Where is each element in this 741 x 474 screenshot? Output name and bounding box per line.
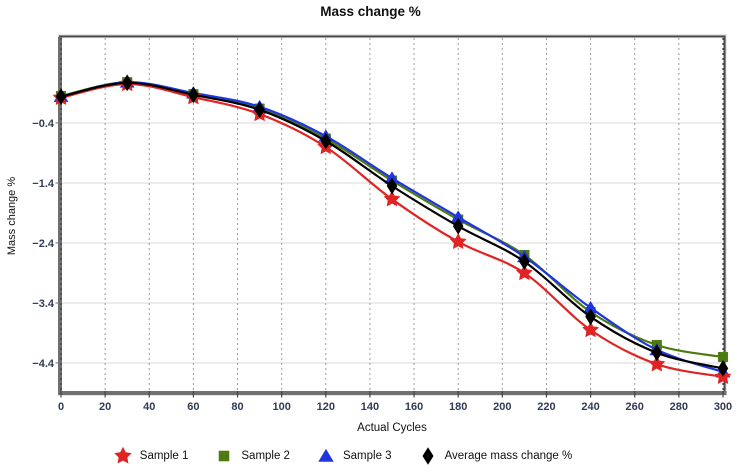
series-average-mass-change-markers [55, 74, 729, 377]
svg-text:200: 200 [493, 401, 511, 413]
svg-text:220: 220 [537, 401, 555, 413]
series-sample-1 [52, 75, 732, 385]
legend: Sample 1 Sample 2 Sample 3 Average mass cha… [0, 444, 713, 468]
star-icon [113, 446, 133, 466]
svg-text:−0.4: −0.4 [32, 118, 55, 130]
x-axis-title: Actual Cycles [357, 422, 427, 434]
legend-label: Average mass change % [444, 450, 573, 462]
square-icon [214, 446, 234, 466]
svg-text:60: 60 [187, 401, 199, 413]
svg-text:−3.4: −3.4 [32, 298, 55, 310]
svg-text:100: 100 [272, 401, 290, 413]
svg-text:280: 280 [670, 401, 688, 413]
plot-frame [59, 35, 726, 395]
svg-text:0: 0 [58, 401, 64, 413]
legend-item-sample-1: Sample 1 [113, 446, 189, 466]
svg-text:120: 120 [317, 401, 335, 413]
y-tick-labels: −0.4 −1.4 −2.4 −3.4 −4.4 [32, 118, 61, 370]
triangle-icon [316, 446, 336, 466]
svg-text:240: 240 [581, 401, 599, 413]
legend-label: Sample 2 [241, 450, 290, 462]
svg-text:260: 260 [626, 401, 644, 413]
svg-text:−4.4: −4.4 [32, 358, 55, 370]
legend-item-sample-2: Sample 2 [214, 446, 290, 466]
series-sample-1-markers [52, 75, 732, 385]
y-axis-title: Mass change % [6, 176, 18, 256]
svg-text:−1.4: −1.4 [32, 178, 55, 190]
legend-item-average-mass-change: Average mass change % [418, 446, 573, 466]
svg-text:−2.4: −2.4 [32, 238, 55, 250]
svg-text:300: 300 [714, 401, 732, 413]
legend-label: Sample 3 [342, 450, 392, 462]
svg-text:180: 180 [449, 401, 467, 413]
series-average-mass-change [55, 74, 729, 377]
x-tick-labels: 0 20 40 60 80 100 120 140 160 180 200 220 240 260 280 3… [58, 391, 732, 413]
svg-text:40: 40 [143, 401, 155, 413]
legend-item-sample-3: Sample 3 [316, 446, 392, 466]
svg-text:20: 20 [99, 401, 111, 413]
diamond-icon [418, 446, 438, 466]
svg-text:80: 80 [231, 401, 243, 413]
legend-label: Sample 1 [139, 450, 189, 462]
svg-text:140: 140 [361, 401, 379, 413]
svg-text:160: 160 [405, 401, 423, 413]
chart-title: Mass change % [320, 4, 421, 19]
